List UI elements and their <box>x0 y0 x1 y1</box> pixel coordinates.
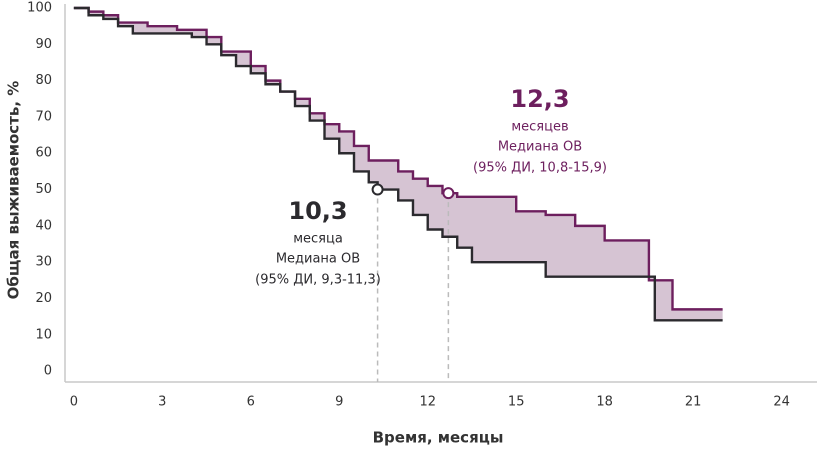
x-tick-label: 21 <box>685 395 702 410</box>
median-marker <box>371 183 384 196</box>
median-value: 12,3 <box>510 85 569 113</box>
median-ci: (95% ДИ, 9,3-11,3) <box>255 273 381 288</box>
y-tick-label: 100 <box>27 1 52 16</box>
y-axis-label: Общая выживаемость, % <box>5 81 23 300</box>
x-tick-label: 9 <box>335 395 343 410</box>
x-tick-label: 0 <box>70 395 78 410</box>
x-tick-label: 18 <box>596 395 613 410</box>
x-tick-label: 3 <box>158 395 166 410</box>
median-marker <box>442 187 455 200</box>
y-tick-label: 40 <box>35 218 52 233</box>
survival-curve <box>73 6 723 311</box>
y-tick-label: 20 <box>35 291 52 306</box>
x-axis-label: Время, месяцы <box>373 429 504 447</box>
median-label: Медиана ОВ <box>276 252 360 267</box>
median-label: Медиана ОВ <box>498 140 582 155</box>
survival-curve <box>73 6 723 322</box>
x-tick-label: 15 <box>508 395 525 410</box>
median-unit: месяца <box>293 232 343 247</box>
y-tick-label: 60 <box>35 146 52 161</box>
y-tick-label: 50 <box>35 182 52 197</box>
x-tick-label: 24 <box>773 395 790 410</box>
y-tick-label: 80 <box>35 73 52 88</box>
median-value: 10,3 <box>288 197 347 225</box>
y-tick-label: 0 <box>44 364 52 379</box>
x-tick-label: 6 <box>247 395 255 410</box>
y-tick-label: 10 <box>35 327 52 342</box>
y-tick-label: 90 <box>35 37 52 52</box>
median-ci: (95% ДИ, 10,8-15,9) <box>473 161 607 176</box>
x-tick-label: 12 <box>419 395 436 410</box>
median-unit: месяцев <box>511 120 568 135</box>
y-tick-label: 70 <box>35 109 52 124</box>
y-tick-label: 30 <box>35 255 52 270</box>
